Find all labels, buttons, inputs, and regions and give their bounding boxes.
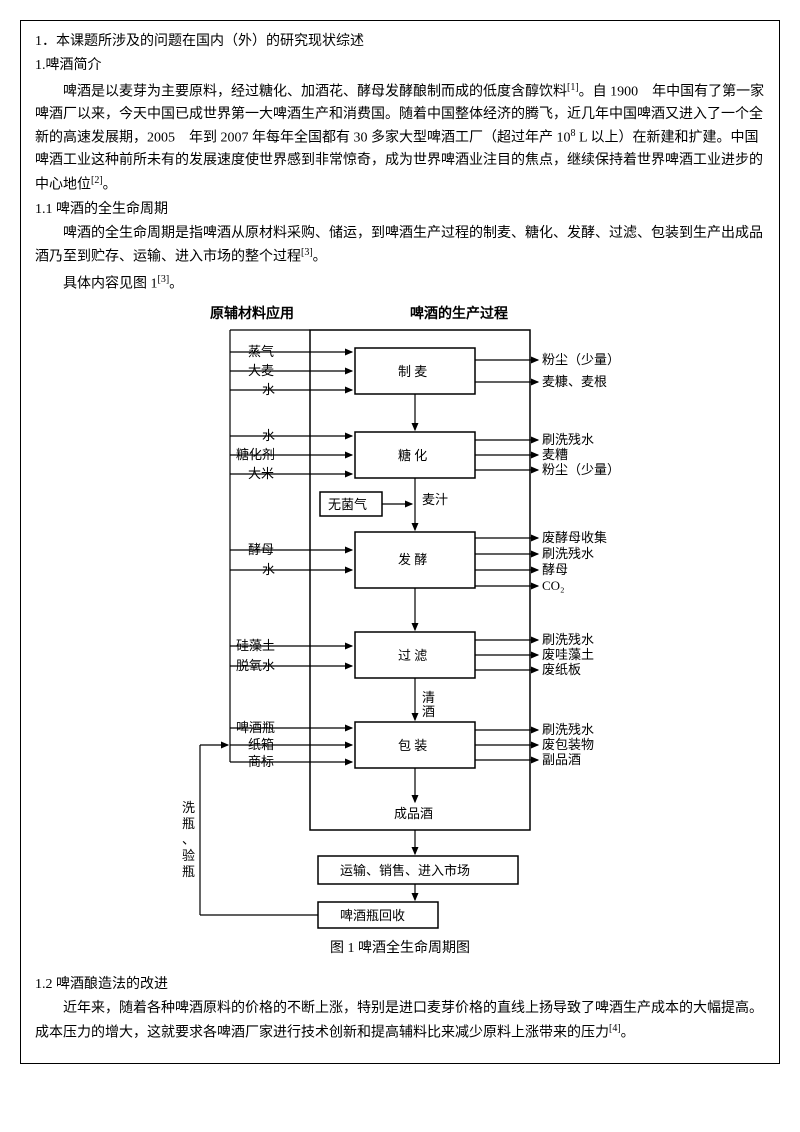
wash-l1: 洗: [182, 800, 195, 815]
pack-out-0: 刷洗残水: [542, 722, 594, 737]
pack-out-2: 副品酒: [542, 752, 581, 767]
figure-caption: 图 1 啤酒全生命周期图: [35, 938, 765, 960]
section-1-1: 1.1 啤酒的全生命周期: [35, 199, 765, 221]
ref-2: [2]: [91, 175, 103, 186]
p4a: 近年来，随着各种啤酒原料的价格的不断上涨，特别是进口麦芽价格的直线上扬导致了啤酒…: [35, 1001, 763, 1040]
stage-pack: 包 装: [398, 738, 427, 753]
wash-l5: 瓶: [182, 864, 195, 879]
p1a: 啤酒是以麦芽为主要原料，经过糖化、加酒花、酵母发酵酿制而成的低度含醇饮料: [63, 84, 567, 99]
mash-out-2: 粉尘（少量）: [542, 462, 620, 477]
mash-out-1: 麦糟: [542, 447, 568, 462]
p4b: 。: [621, 1025, 635, 1040]
filt-midout-1: 清: [422, 690, 435, 705]
ferm-out-1: 刷洗残水: [542, 546, 594, 561]
p2a: 啤酒的全生命周期是指啤酒从原材料采购、储运，到啤酒生产过程的制麦、糖化、发酵、过…: [35, 226, 763, 265]
ref-1: [1]: [567, 82, 579, 93]
filt-midout-2: 酒: [422, 704, 435, 719]
paragraph-3: 具体内容见图 1[3]。: [35, 272, 765, 296]
section-1-2: 1.2 啤酒酿造法的改进: [35, 974, 765, 996]
p2b: 。: [313, 250, 327, 265]
document-page: 1．本课题所涉及的问题在国内（外）的研究现状综述 1.啤酒简介 啤酒是以麦芽为主…: [20, 20, 780, 1064]
stage-ferment: 发 酵: [398, 552, 427, 567]
ref-3b: [3]: [158, 274, 170, 285]
wash-l2: 瓶: [182, 816, 195, 831]
filt-out-2: 废纸板: [542, 662, 581, 677]
mash-midout: 麦汁: [422, 492, 448, 507]
ref-3: [3]: [301, 247, 313, 258]
market-box: 运输、销售、进入市场: [340, 863, 470, 878]
ref-4: [4]: [609, 1023, 621, 1034]
wash-l4: 验: [182, 848, 195, 863]
paragraph-4: 近年来，随着各种啤酒原料的价格的不断上涨，特别是进口麦芽价格的直线上扬导致了啤酒…: [35, 998, 765, 1044]
stage-malt: 制 麦: [398, 364, 427, 379]
filt-out-1: 废哇藻土: [542, 647, 594, 662]
paragraph-2: 啤酒的全生命周期是指啤酒从原材料采购、储运，到啤酒生产过程的制麦、糖化、发酵、过…: [35, 223, 765, 269]
stage-mash: 糖 化: [398, 448, 427, 463]
mash-midin: 无菌气: [328, 497, 367, 512]
hdr-left: 原辅材料应用: [210, 305, 294, 322]
paragraph-1: 啤酒是以麦芽为主要原料，经过糖化、加酒花、酵母发酵酿制而成的低度含醇饮料[1] 。…: [35, 80, 765, 197]
ferm-out-2: 酵母: [542, 562, 568, 577]
ferm-out-3: CO₂: [542, 578, 565, 593]
p3b: 。: [169, 276, 183, 291]
p1d: 。: [103, 177, 117, 192]
pack-out-1: 废包装物: [542, 737, 594, 752]
p3a: 具体内容见图 1: [63, 276, 158, 291]
ferm-out-0: 废酵母收集: [542, 530, 607, 545]
malt-out-1: 麦糠、麦根: [542, 374, 607, 389]
hdr-right: 啤酒的生产过程: [410, 305, 508, 322]
lifecycle-diagram: 原辅材料应用 啤酒的生产过程 制 麦 蒸气 大麦 水 粉尘（少量） 麦糠、麦根 …: [35, 302, 765, 932]
mash-out-0: 刷洗残水: [542, 432, 594, 447]
filt-out-0: 刷洗残水: [542, 632, 594, 647]
final-product: 成品酒: [394, 806, 433, 821]
recycle-box: 啤酒瓶回收: [340, 908, 405, 923]
wash-l3: 、: [182, 832, 195, 847]
section-1-title: 1．本课题所涉及的问题在国内（外）的研究现状综述: [35, 31, 765, 53]
malt-out-0: 粉尘（少量）: [542, 352, 620, 367]
section-1-sub: 1.啤酒简介: [35, 55, 765, 77]
stage-filter: 过 滤: [398, 648, 427, 663]
